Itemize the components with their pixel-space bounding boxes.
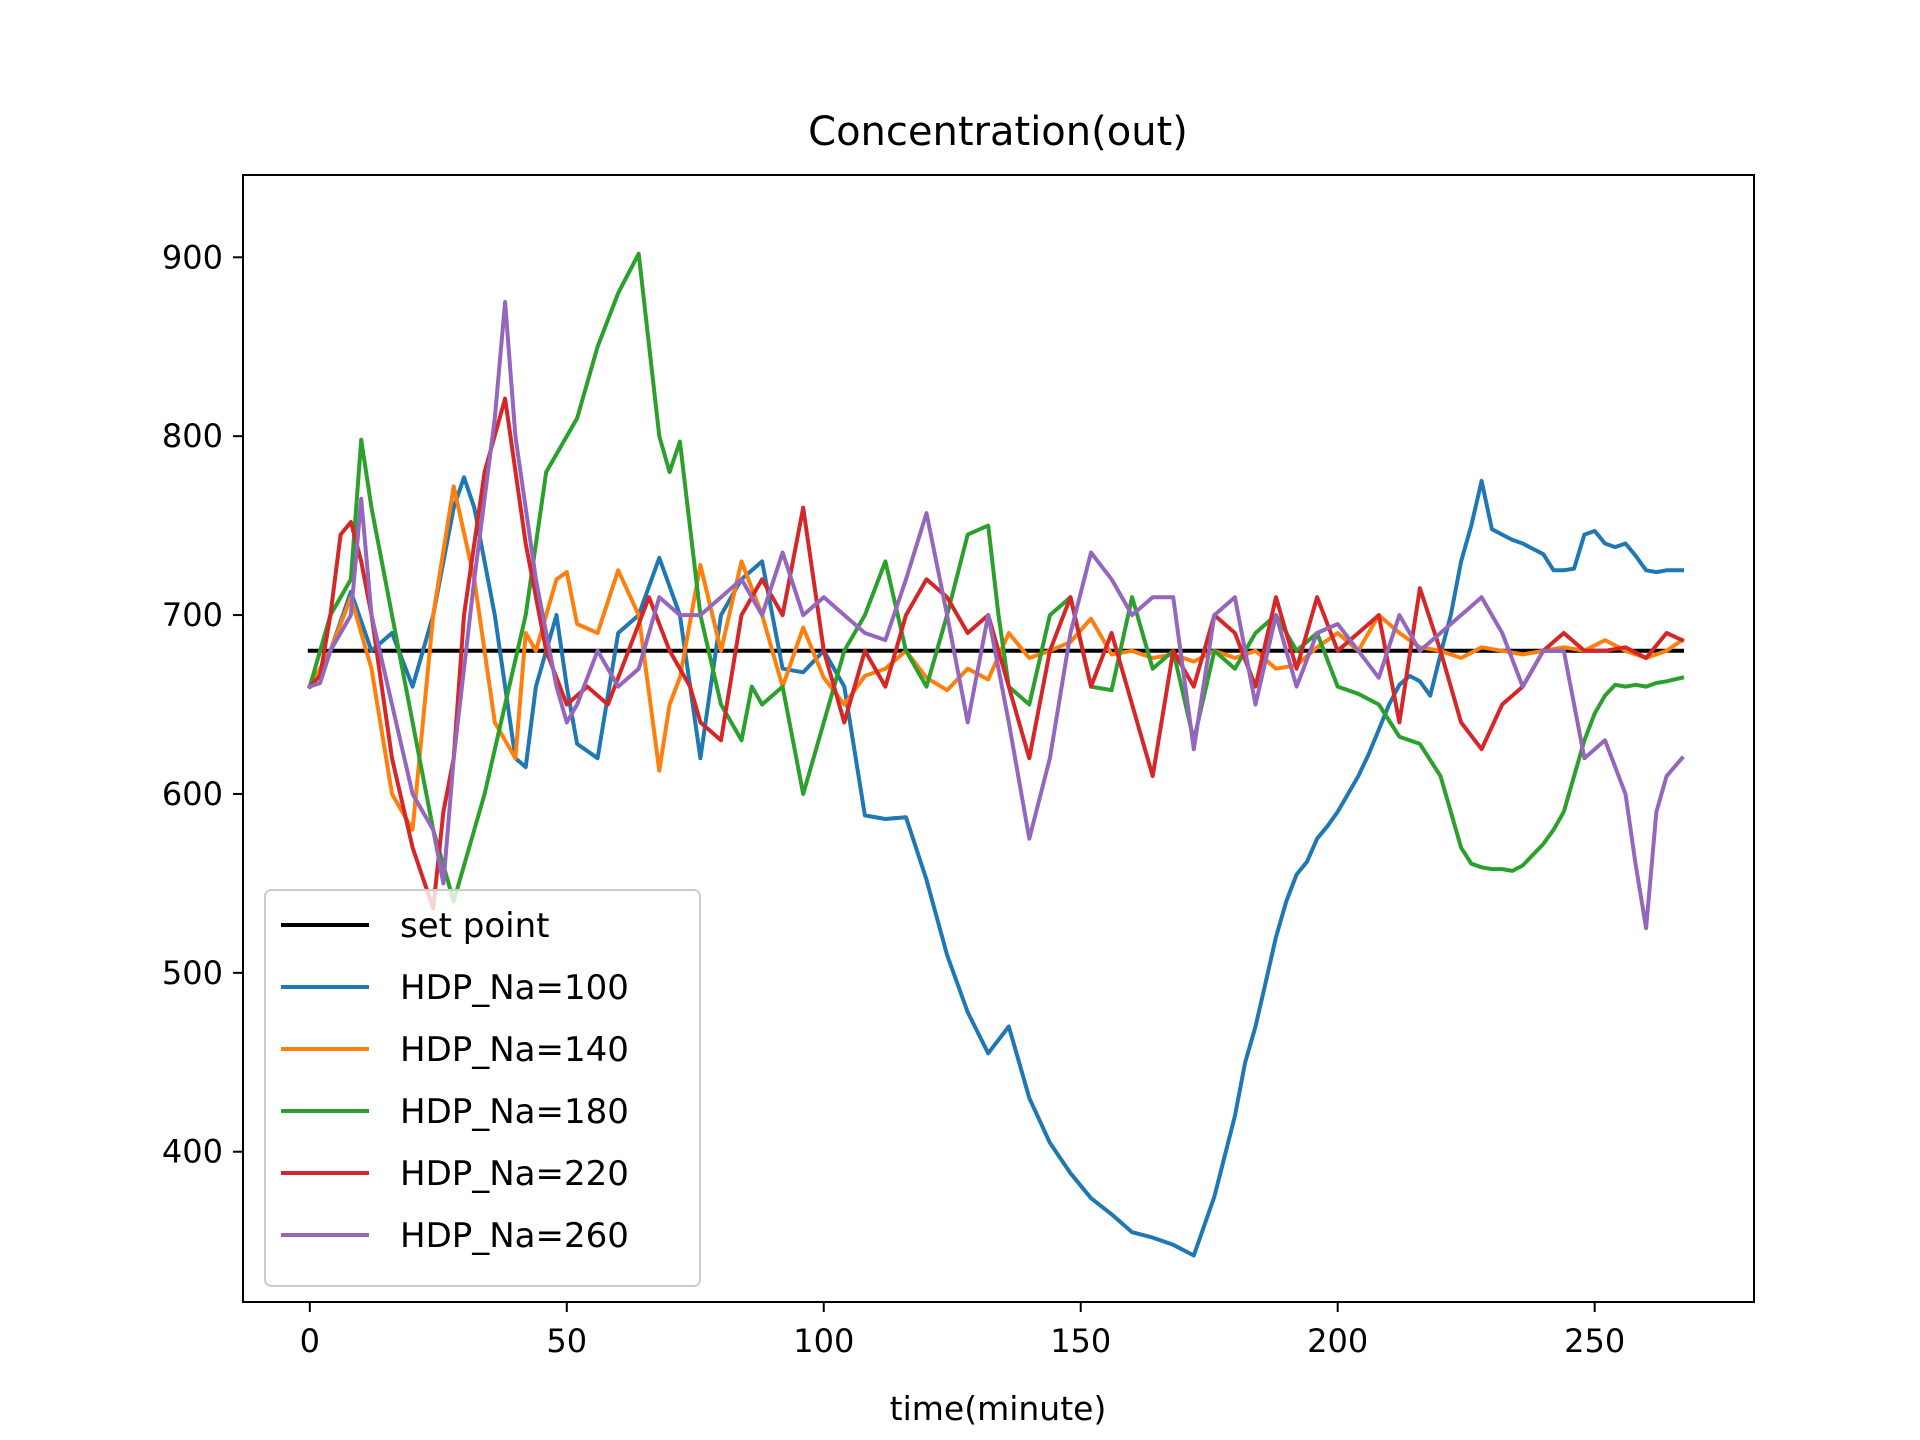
series-line-4 bbox=[306, 396, 1685, 911]
chart-title: Concentration(out) bbox=[808, 109, 1188, 155]
x-tick-label: 250 bbox=[1564, 1322, 1625, 1360]
y-axis: 400 500 600 700 800 900 bbox=[162, 238, 243, 1171]
y-tick-label: 800 bbox=[162, 417, 223, 455]
legend-label: HDP_Na=180 bbox=[400, 1092, 629, 1132]
legend-box bbox=[264, 889, 701, 1287]
legend: set point HDP_Na=100 HDP_Na=140 HDP_Na=180 H… bbox=[264, 889, 701, 1287]
y-tick-label: 700 bbox=[162, 596, 223, 634]
axes-frame bbox=[242, 174, 1755, 1303]
series-line-2 bbox=[307, 484, 1685, 832]
series-line-5 bbox=[307, 300, 1685, 931]
legend-label: HDP_Na=260 bbox=[400, 1216, 629, 1256]
x-axis-title: time(minute) bbox=[890, 1389, 1107, 1428]
legend-label: HDP_Na=140 bbox=[400, 1030, 629, 1070]
legend-label: HDP_Na=220 bbox=[400, 1154, 629, 1194]
series-line-3 bbox=[307, 251, 1685, 904]
legend-label: HDP_Na=100 bbox=[400, 968, 629, 1008]
series-line-1 bbox=[307, 475, 1684, 1258]
x-tick-label: 150 bbox=[1050, 1322, 1111, 1360]
x-tick-label: 0 bbox=[300, 1322, 320, 1360]
x-tick-label: 100 bbox=[793, 1322, 854, 1360]
legend-label: set point bbox=[400, 906, 549, 946]
y-tick-label: 500 bbox=[162, 954, 223, 992]
plot-area bbox=[306, 251, 1685, 1258]
x-tick-label: 200 bbox=[1307, 1322, 1368, 1360]
y-tick-label: 400 bbox=[162, 1133, 223, 1171]
x-axis: 0 50 100 150 200 250 bbox=[300, 1302, 1625, 1360]
x-tick-label: 50 bbox=[546, 1322, 587, 1360]
y-tick-label: 900 bbox=[162, 238, 223, 276]
y-tick-label: 600 bbox=[162, 775, 223, 813]
